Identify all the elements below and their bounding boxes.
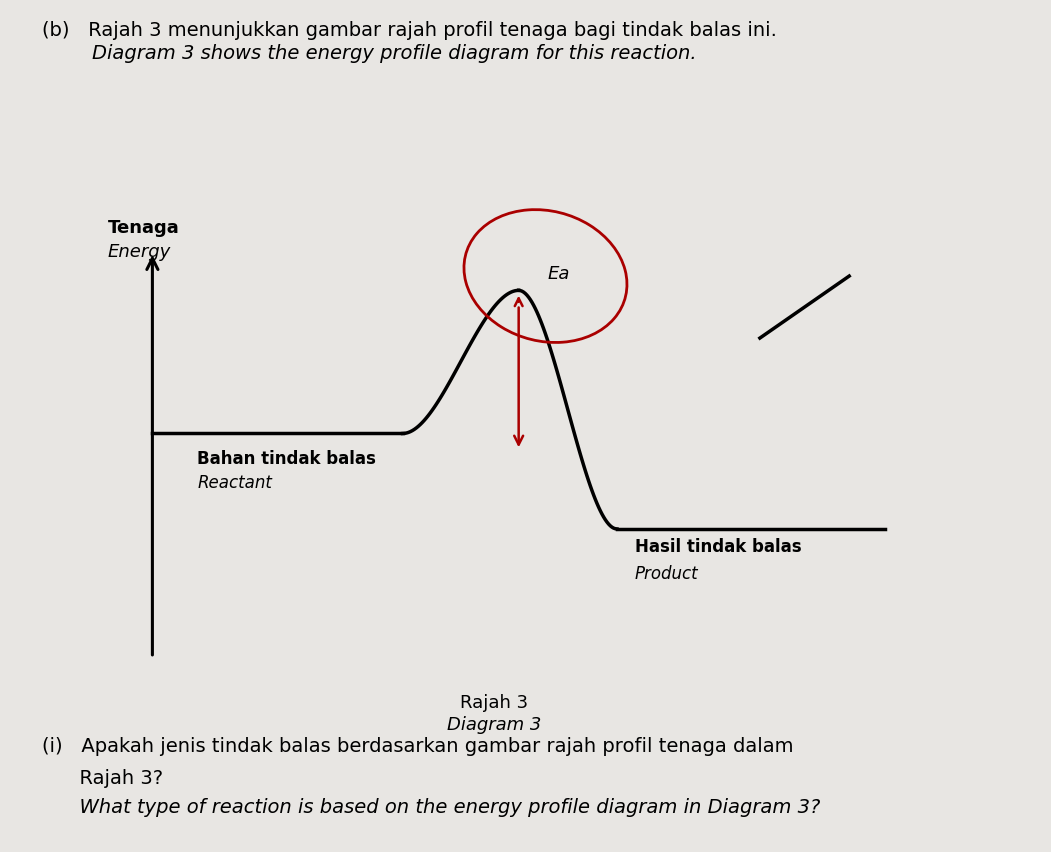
Text: Diagram 3: Diagram 3 — [447, 716, 541, 734]
Text: Product: Product — [635, 565, 699, 583]
Text: Hasil tindak balas: Hasil tindak balas — [635, 538, 802, 556]
Text: Tenaga: Tenaga — [107, 219, 180, 237]
Text: Reactant: Reactant — [198, 474, 272, 492]
Text: Rajah 3?: Rajah 3? — [42, 769, 163, 787]
Text: Diagram 3 shows the energy profile diagram for this reaction.: Diagram 3 shows the energy profile diagr… — [42, 44, 697, 63]
Text: What type of reaction is based on the energy profile diagram in Diagram 3?: What type of reaction is based on the en… — [42, 798, 821, 817]
Text: (i)   Apakah jenis tindak balas berdasarkan gambar rajah profil tenaga dalam: (i) Apakah jenis tindak balas berdasarka… — [42, 737, 794, 756]
Text: Rajah 3: Rajah 3 — [460, 694, 528, 712]
Text: Ea: Ea — [548, 265, 570, 283]
Text: Energy: Energy — [107, 243, 171, 261]
Text: (b)   Rajah 3 menunjukkan gambar rajah profil tenaga bagi tindak balas ini.: (b) Rajah 3 menunjukkan gambar rajah pro… — [42, 21, 777, 40]
Text: Bahan tindak balas: Bahan tindak balas — [198, 450, 376, 469]
